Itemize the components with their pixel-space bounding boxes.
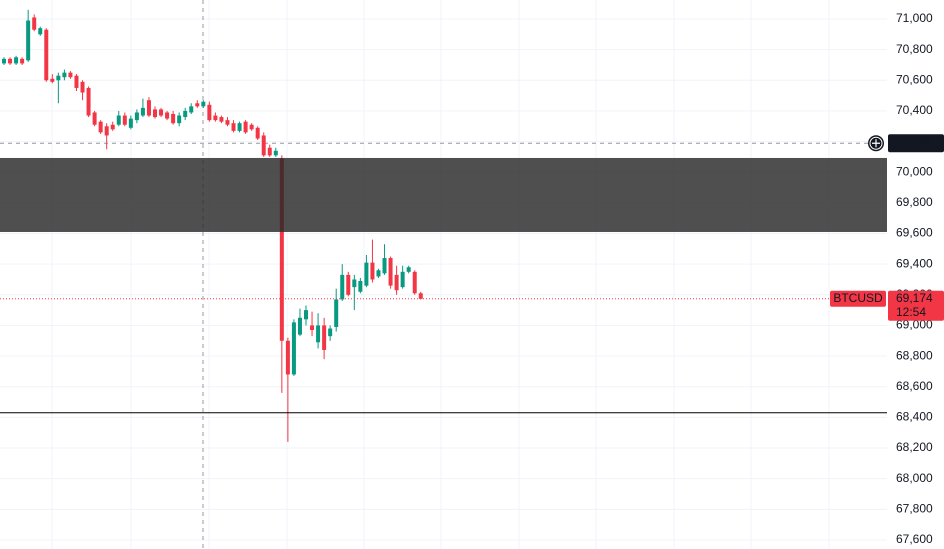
candle-body: [104, 126, 109, 136]
candle-body: [316, 325, 321, 343]
candle-body: [207, 104, 212, 121]
candle-body: [146, 100, 151, 116]
y-tick-label: 70,400: [896, 103, 933, 117]
zone: [0, 157, 887, 232]
y-tick-label: 68,200: [896, 440, 933, 454]
countdown: 12:54: [896, 305, 926, 319]
add-alert-ring: [869, 136, 883, 150]
candle-body: [231, 123, 236, 131]
candle-body: [153, 109, 157, 118]
candle-body: [376, 270, 381, 277]
candle-body: [322, 325, 327, 350]
candle-body: [128, 118, 133, 128]
add-alert-plus: [872, 139, 880, 148]
candle-body: [225, 120, 230, 125]
last-price: 69,174: [896, 291, 933, 305]
candle-body: [310, 325, 315, 331]
candle-body: [340, 274, 345, 300]
candle-body: [249, 124, 254, 130]
candle-body: [177, 115, 182, 124]
candle-body: [285, 340, 290, 375]
candle-body: [140, 107, 145, 116]
candle-body: [2, 58, 6, 64]
y-tick-label: 67,800: [896, 501, 933, 515]
candle-body: [134, 112, 139, 121]
candle-body: [267, 147, 272, 156]
symbol-tag: [830, 290, 886, 307]
candle-body: [394, 274, 399, 291]
y-tick-label: 68,400: [896, 410, 933, 424]
last-price-box: [888, 290, 944, 321]
crosshair-price-box: [888, 134, 944, 153]
candle-body: [195, 103, 200, 107]
candle-body: [418, 293, 423, 299]
candle-body: [334, 299, 339, 327]
candle-body: [122, 115, 127, 125]
candle-body: [80, 81, 85, 93]
candle-body: [328, 328, 333, 337]
candle-body: [219, 117, 224, 122]
y-tick-label: 68,600: [896, 379, 933, 393]
candle-body: [110, 124, 115, 130]
candle-body: [68, 72, 73, 78]
y-tick-label: 69,000: [896, 318, 933, 332]
y-tick-label: 69,800: [896, 195, 933, 209]
candle-body: [255, 127, 260, 139]
candle-body: [189, 106, 194, 113]
y-tick-label: 71,000: [896, 11, 933, 25]
candle-body: [26, 20, 31, 61]
candle-body: [237, 123, 242, 131]
candle-body: [8, 58, 13, 64]
y-tick-label: 69,600: [896, 226, 933, 240]
candle-body: [358, 281, 363, 292]
y-tick-label: 70,800: [896, 42, 933, 56]
candle-body: [98, 121, 103, 133]
candle-body: [382, 258, 387, 274]
candle-body: [183, 110, 188, 118]
candle-body: [38, 28, 43, 35]
candle-body: [32, 17, 37, 30]
candle-body: [201, 101, 206, 107]
candle-body: [14, 57, 19, 64]
candle-body: [370, 262, 375, 280]
y-tick-label: 68,000: [896, 471, 933, 485]
candle-body: [171, 113, 176, 124]
candle-body: [116, 115, 121, 125]
candle-body: [56, 75, 61, 81]
candle-body: [86, 87, 91, 116]
candle-body: [352, 279, 357, 288]
candle-body: [273, 150, 278, 156]
candle-body: [243, 121, 248, 133]
vertical-grid: [51, 0, 830, 549]
candle-body: [364, 262, 369, 286]
candle-body: [304, 310, 308, 320]
y-tick-label: 70,000: [896, 164, 933, 178]
candle-body: [50, 78, 55, 82]
candle-body: [62, 72, 67, 78]
candle-body: [92, 112, 97, 125]
y-tick-label: 68,800: [896, 348, 933, 362]
candle-body: [412, 271, 417, 294]
candle-body: [388, 258, 393, 286]
candle-body: [406, 267, 411, 272]
candle-body: [291, 322, 296, 375]
y-tick-label: 70,600: [896, 72, 933, 86]
candle-body: [159, 109, 164, 116]
candle-body: [20, 58, 25, 64]
candle-body: [165, 112, 170, 119]
symbol-label: BTCUSD: [833, 291, 883, 305]
candle-body: [74, 75, 79, 88]
candle-body: [346, 274, 351, 295]
crosshair-price: 70,189: [896, 135, 933, 149]
candle-body: [261, 135, 266, 156]
candle-body: [297, 317, 302, 335]
candle-body: [213, 115, 218, 121]
y-tick-label: 67,600: [896, 532, 933, 546]
y-tick-label: 69,400: [896, 256, 933, 270]
candle-body: [44, 29, 49, 81]
candle-body: [400, 271, 405, 288]
candle-body: [279, 158, 284, 341]
